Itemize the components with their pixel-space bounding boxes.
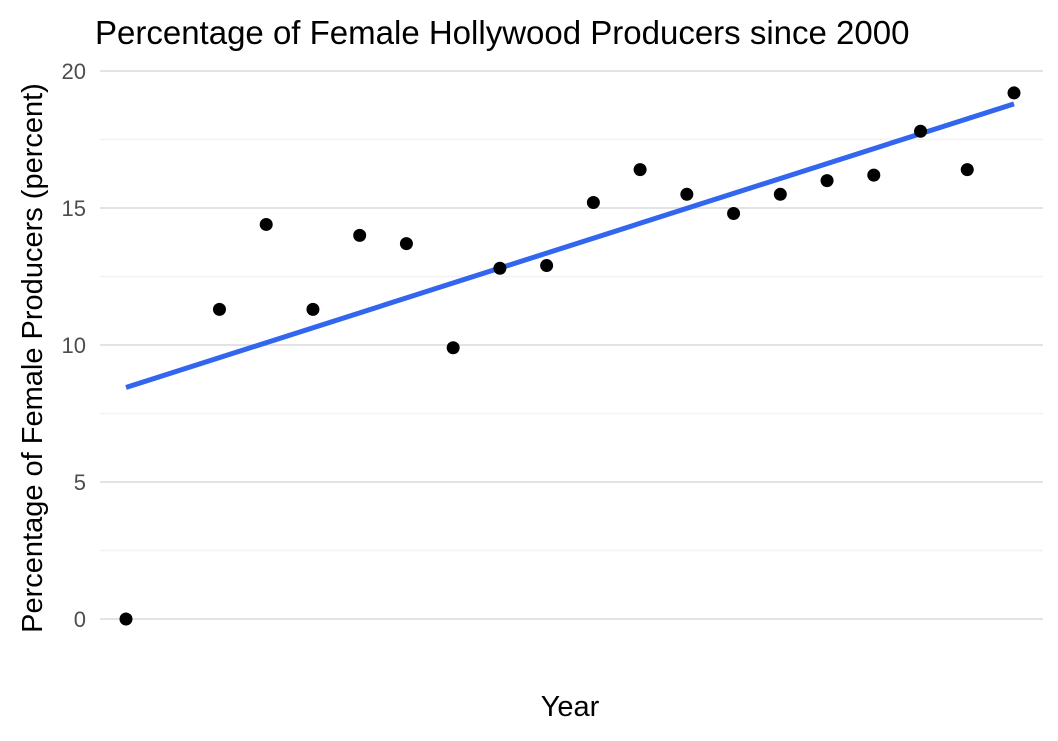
data-point xyxy=(867,168,881,182)
y-tick-label: 5 xyxy=(74,470,86,495)
data-point xyxy=(773,187,787,201)
y-axis-title: Percentage of Female Producers (percent) xyxy=(17,83,49,633)
data-point xyxy=(914,124,928,138)
trend-line xyxy=(125,101,1015,390)
data-point xyxy=(680,187,694,201)
data-point xyxy=(820,174,834,188)
data-point xyxy=(493,261,507,275)
data-point xyxy=(727,206,741,220)
data-point xyxy=(1007,86,1021,100)
data-point xyxy=(446,341,460,355)
data-point xyxy=(540,259,554,273)
data-point xyxy=(586,196,600,210)
data-point xyxy=(399,237,413,251)
y-tick-label: 10 xyxy=(62,333,86,358)
chart-title: Percentage of Female Hollywood Producers… xyxy=(95,14,909,51)
data-point xyxy=(633,163,647,177)
data-point xyxy=(212,302,226,316)
data-point xyxy=(119,612,133,626)
data-points xyxy=(119,86,1021,626)
data-point xyxy=(259,217,273,231)
y-tick-label: 0 xyxy=(74,607,86,632)
data-point xyxy=(960,163,974,177)
trend-line-layer xyxy=(125,101,1015,390)
data-point xyxy=(306,302,320,316)
y-tick-label: 20 xyxy=(62,59,86,84)
gridlines xyxy=(100,70,1043,620)
data-point xyxy=(353,228,367,242)
y-axis-ticks: 0 5 10 15 20 xyxy=(62,59,86,632)
y-tick-label: 15 xyxy=(62,196,86,221)
x-axis-title: Year xyxy=(541,691,600,723)
